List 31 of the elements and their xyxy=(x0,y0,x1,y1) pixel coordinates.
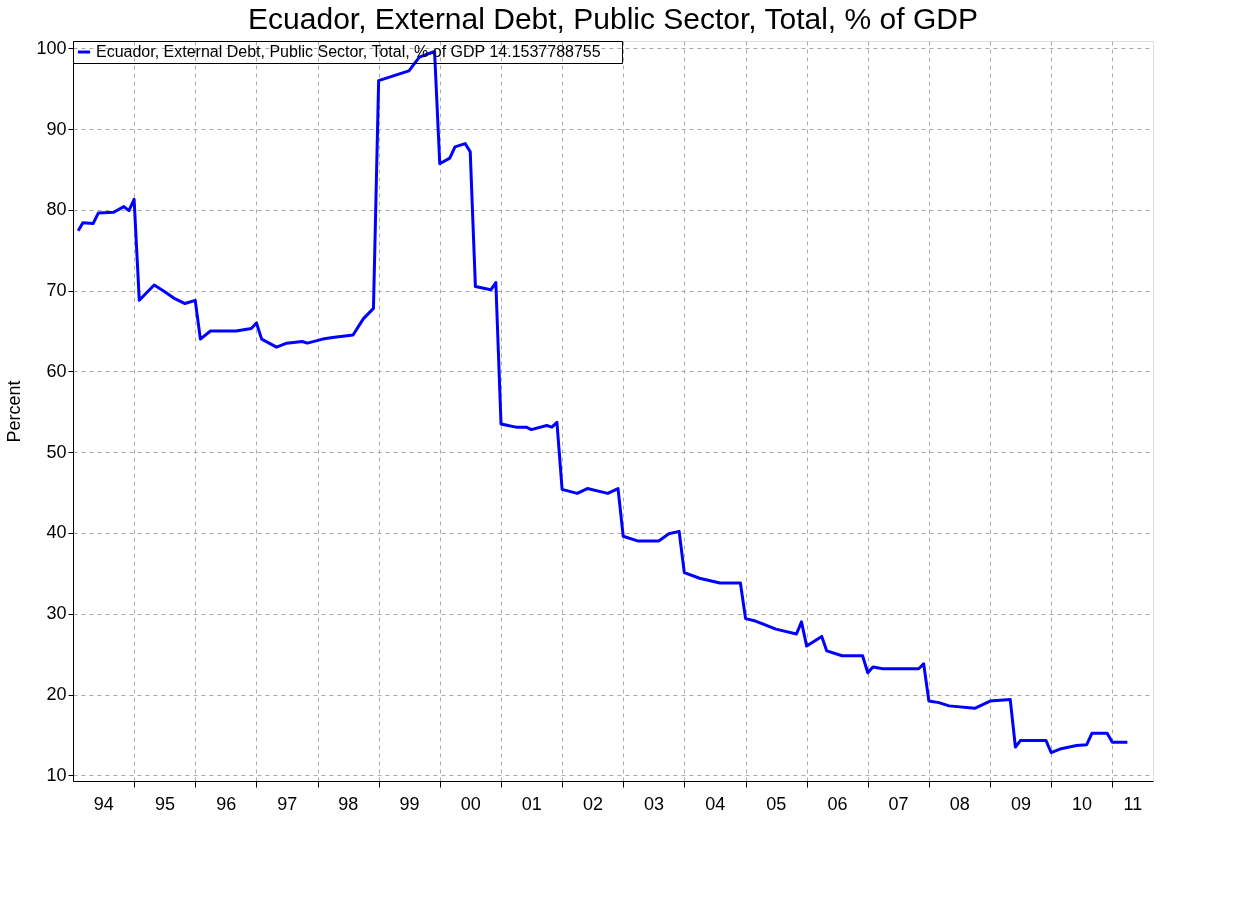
text: Ecuador, External Debt, Public Sector, Total, % of GDP 14.1537788755 xyxy=(96,43,601,60)
x-tick-label: 06 xyxy=(827,793,848,814)
x-tick-label: 94 xyxy=(93,793,114,814)
x-tick-label: 07 xyxy=(888,793,909,814)
x-tick-label: 97 xyxy=(277,793,298,814)
x-tick-label: 96 xyxy=(216,793,237,814)
y-axis-title: Percent xyxy=(4,380,25,443)
y-tick-label: 60 xyxy=(46,360,67,381)
x-tick-label: 00 xyxy=(460,793,481,814)
x-tick-label: 02 xyxy=(582,793,603,814)
y-tick-label: 20 xyxy=(46,684,67,705)
x-tick-label: 05 xyxy=(766,793,787,814)
text: Ecuador, External Debt, Public Sector, Total, % of GDP xyxy=(248,2,978,36)
x-tick-label: 04 xyxy=(705,793,726,814)
y-tick-label: 80 xyxy=(46,199,67,220)
x-tick-label: 99 xyxy=(399,793,420,814)
y-tick-label: 70 xyxy=(46,280,67,301)
y-tick-label: 100 xyxy=(36,37,67,58)
y-tick-label: 40 xyxy=(46,522,67,543)
x-tick-label: 08 xyxy=(949,793,970,814)
x-tick-label: 03 xyxy=(643,793,665,814)
x-tick-label: 09 xyxy=(1010,793,1031,814)
x-tick-label: 11 xyxy=(1123,793,1143,814)
y-tick-label: 30 xyxy=(46,603,67,624)
x-tick-label: 98 xyxy=(338,793,359,814)
x-tick-label: 10 xyxy=(1072,793,1093,814)
y-tick-label: 50 xyxy=(46,441,67,462)
x-tick-label: 01 xyxy=(521,793,542,814)
x-tick-label: 95 xyxy=(154,793,175,814)
y-tick-label: 10 xyxy=(46,764,67,785)
y-tick-label: 90 xyxy=(46,118,67,139)
